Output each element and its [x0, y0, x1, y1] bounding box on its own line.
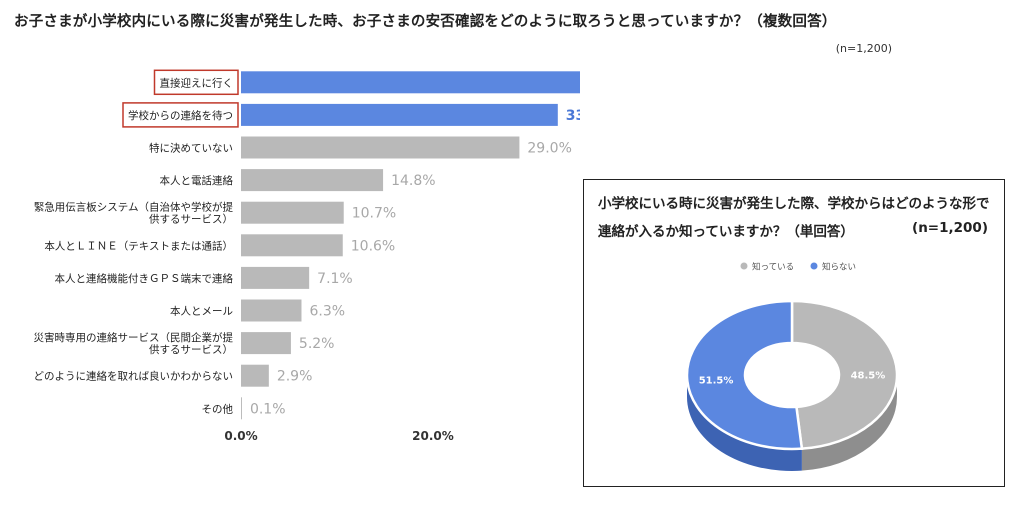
- donut-chart: 知っている 知らない 48.5% 51.5%: [685, 262, 899, 471]
- category-label: 災害時専用の連絡サービス（民間企業が提: [34, 331, 234, 344]
- bar-11: [241, 397, 242, 420]
- bar-value-label: 14.8%: [391, 173, 435, 189]
- bar-8: [241, 299, 302, 322]
- category-label: どのように連絡を取れば良いかわからない: [34, 370, 234, 383]
- category-label: 本人と連絡機能付きＧＰＳ端末で連絡: [55, 272, 234, 285]
- x-tick-label: 0.0%: [224, 429, 257, 443]
- pie-chart-panel: 小学校にいる時に災害が発生した際、学校からはどのような形で 連絡が入るか知ってい…: [583, 179, 1005, 487]
- category-label: 学校からの連絡を待つ: [128, 109, 233, 122]
- category-label: 供するサービス）: [149, 343, 233, 356]
- legend-label: 知っている: [752, 262, 794, 273]
- bar-chart: 40.6%直接迎えに行く33.0%学校からの連絡を待つ29.0%特に決めていない…: [34, 69, 580, 443]
- category-label: 直接迎えに行く: [160, 76, 234, 89]
- pie-chart-title-line1: 小学校にいる時に災害が発生した際、学校からはどのような形で: [598, 196, 990, 212]
- category-label: その他: [202, 402, 234, 415]
- bar-6: [241, 234, 343, 257]
- bar-value-label: 0.1%: [250, 401, 286, 417]
- category-label: 本人とＬＩＮＥ（テキストまたは通話）: [44, 239, 233, 252]
- donut-slice-1: [790, 299, 899, 450]
- highlight-box: [122, 102, 239, 128]
- bar-3: [241, 136, 520, 159]
- bar-2: [241, 103, 558, 126]
- bar-value-label: 29.0%: [527, 141, 571, 157]
- bar-7: [241, 266, 310, 289]
- category-label: 本人とメール: [170, 305, 233, 318]
- legend-swatch: [740, 262, 748, 270]
- category-label: 緊急用伝言板システム（自治体や学校が提: [34, 201, 234, 214]
- bar-value-label: 7.1%: [317, 271, 353, 287]
- bar-4: [241, 169, 384, 192]
- slice-value-label: 48.5%: [851, 371, 886, 382]
- bar-9: [241, 332, 291, 355]
- donut-slice-2: [685, 299, 804, 451]
- highlight-box: [153, 69, 239, 96]
- bar-value-label: 33.0%: [566, 108, 580, 124]
- slice-value-label: 51.5%: [699, 375, 734, 386]
- pie-chart-sample-size: (n=1,200): [912, 220, 988, 236]
- donut-side-1: [801, 375, 897, 471]
- page-title: お子さまが小学校内にいる際に災害が発生した時、お子さまの安否確認をどのように取ろ…: [14, 14, 837, 30]
- bar-value-label: 5.2%: [299, 336, 335, 352]
- sample-size-note: (n=1,200): [835, 42, 892, 55]
- bar-value-label: 2.9%: [277, 369, 313, 385]
- legend-swatch: [810, 262, 818, 270]
- donut-side-2: [687, 375, 802, 471]
- x-tick-label: 20.0%: [412, 429, 454, 443]
- legend-label: 知らない: [822, 262, 856, 273]
- category-label: 本人と電話連絡: [160, 174, 234, 187]
- pie-chart-title-line2: 連絡が入るか知っていますか？（単回答）: [598, 224, 854, 240]
- category-label: 供するサービス）: [149, 213, 233, 226]
- bar-5: [241, 201, 344, 224]
- bar-value-label: 10.7%: [352, 206, 396, 222]
- bar-value-label: 6.3%: [309, 304, 345, 320]
- bar-value-label: 10.6%: [351, 238, 395, 254]
- bar-1: [241, 71, 580, 94]
- category-label: 特に決めていない: [149, 143, 233, 155]
- bar-10: [241, 364, 269, 387]
